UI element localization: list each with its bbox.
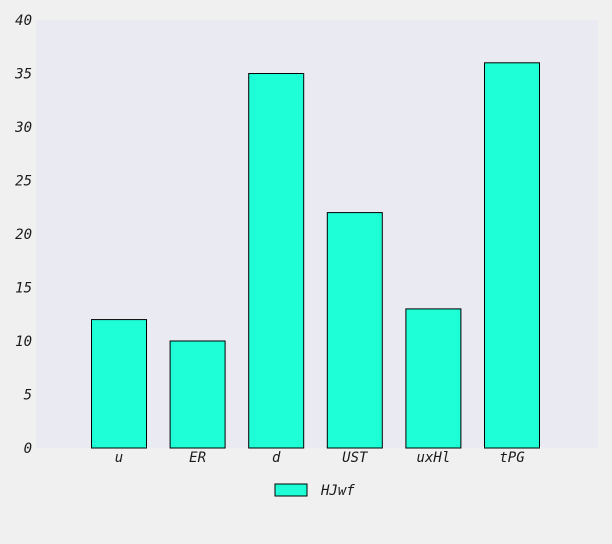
legend: HJwf — [274, 483, 355, 499]
bar-tPG — [484, 62, 540, 449]
bar-d — [248, 73, 305, 449]
y-tick-label: 40 — [15, 13, 32, 29]
x-tick-label: tPG — [499, 450, 525, 466]
x-tick-label: d — [272, 450, 281, 466]
bar-UST — [326, 212, 383, 449]
y-tick-label: 10 — [15, 334, 32, 350]
y-tick-label: 30 — [14, 120, 32, 136]
y-tick-label: 0 — [24, 441, 32, 457]
x-tick-label: uxHl — [417, 450, 451, 466]
legend-label: HJwf — [320, 483, 355, 499]
bar-ER — [169, 340, 226, 449]
y-tick-label: 15 — [15, 281, 32, 297]
x-tick-label: UST — [342, 450, 369, 466]
y-tick-label: 35 — [14, 67, 32, 83]
x-tick-label: ER — [189, 450, 206, 466]
y-tick-label: 25 — [15, 174, 32, 190]
y-axis-ticks: 0 5 10 15 20 25 30 35 40 — [14, 13, 32, 457]
y-tick-label: 20 — [15, 227, 32, 243]
bar-u — [91, 319, 147, 449]
y-tick-label: 5 — [24, 388, 32, 404]
x-axis-ticks: u ER d UST uxHl tPG — [115, 450, 525, 466]
legend-swatch — [274, 483, 308, 497]
bar-uxHl — [405, 308, 462, 449]
bars — [91, 62, 540, 449]
x-tick-label: u — [115, 450, 123, 466]
